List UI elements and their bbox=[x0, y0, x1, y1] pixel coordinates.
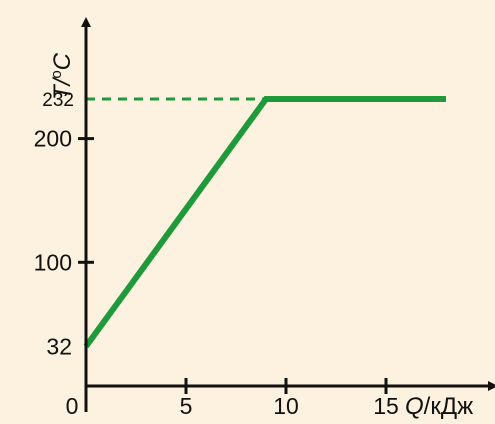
annotation-label-232: 232 bbox=[42, 90, 74, 111]
x-axis-title: Q/кДж bbox=[405, 393, 473, 419]
x-tick-label-10: 10 bbox=[273, 393, 299, 419]
x-tick-label-0: 0 bbox=[66, 393, 79, 419]
y-axis-title: T/oC bbox=[48, 52, 76, 100]
y-tick-label-100: 100 bbox=[34, 249, 72, 275]
series-line-0 bbox=[83, 96, 446, 349]
y-axis-title-symbol: T/ bbox=[49, 76, 76, 100]
y-axis-title-degree: o bbox=[48, 70, 65, 78]
y-tick-label-200: 200 bbox=[34, 126, 72, 152]
x-tick-label-5: 5 bbox=[180, 393, 193, 419]
x-axis-title-symbol: Q bbox=[405, 393, 424, 419]
x-axis-title-unit: /кДж bbox=[424, 393, 473, 419]
y-tick-label-32: 32 bbox=[46, 333, 72, 359]
x-tick-label-15: 15 bbox=[373, 393, 399, 419]
y-axis-title-unit: C bbox=[49, 52, 76, 70]
